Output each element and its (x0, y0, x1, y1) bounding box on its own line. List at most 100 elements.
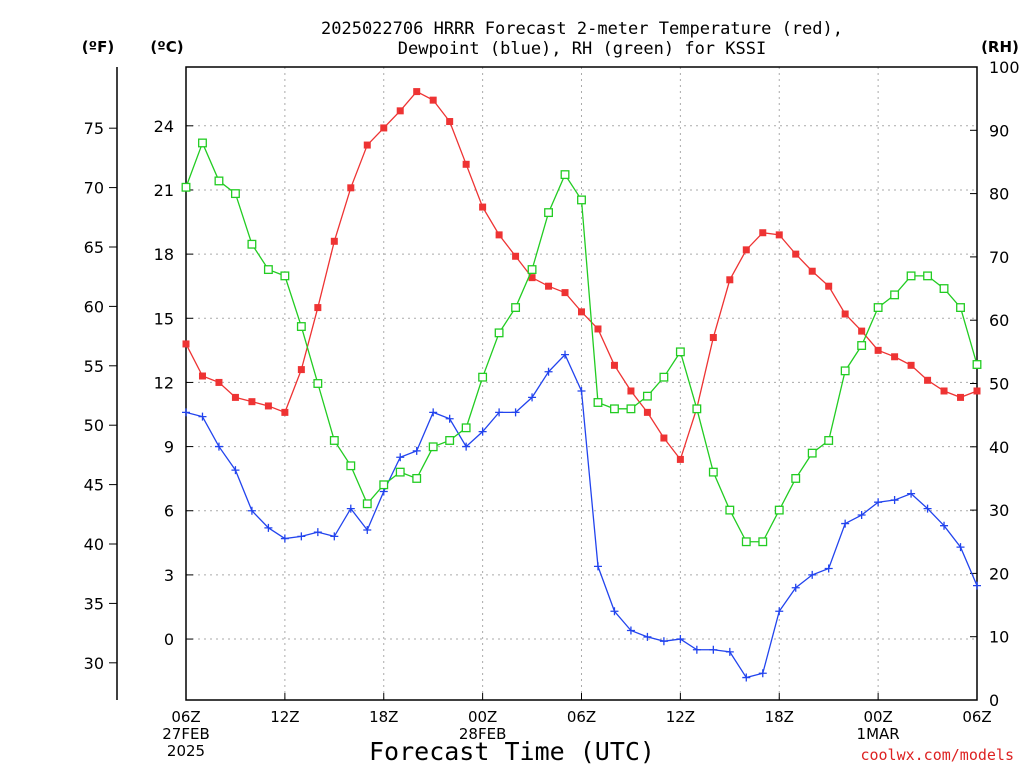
data-point-rh (610, 404, 619, 414)
data-point-dewpoint (725, 647, 734, 656)
rh-tick-label: 50 (989, 375, 1009, 394)
data-point-dewpoint (808, 570, 817, 579)
data-point-dewpoint (890, 496, 899, 505)
data-point-rh (939, 284, 949, 293)
data-point-temperature (561, 289, 569, 297)
data-point-temperature (841, 310, 849, 318)
data-point-temperature (940, 387, 948, 395)
data-point-dewpoint (626, 626, 635, 635)
x-axis-label: Forecast Time (UTC) (369, 737, 655, 766)
data-point-rh (263, 265, 273, 275)
data-point-temperature (627, 387, 635, 395)
data-point-temperature (792, 250, 800, 258)
rh-tick-label: 80 (989, 185, 1009, 204)
data-point-temperature (347, 184, 355, 192)
data-point-dewpoint (198, 412, 207, 421)
celsius-tick-label: 21 (154, 181, 174, 200)
data-point-rh (758, 537, 768, 547)
data-point-dewpoint (577, 386, 586, 395)
data-point-rh (412, 473, 422, 483)
data-point-temperature (380, 124, 388, 132)
data-point-temperature (495, 231, 503, 239)
data-point-temperature (907, 361, 915, 369)
data-point-dewpoint (857, 511, 866, 520)
data-point-rh (906, 271, 916, 281)
data-point-temperature (264, 402, 272, 410)
fahrenheit-tick-label: 65 (84, 238, 104, 257)
data-point-dewpoint (692, 645, 701, 654)
data-point-rh (675, 347, 685, 357)
rh-tick-label: 70 (989, 248, 1009, 267)
fahrenheit-tick-label: 30 (84, 654, 104, 673)
data-point-rh (445, 436, 455, 445)
data-point-temperature (610, 361, 618, 369)
credit-text: coolwx.com/models (860, 746, 1014, 764)
celsius-tick-label: 3 (164, 566, 174, 585)
data-point-dewpoint (791, 583, 800, 592)
fahrenheit-tick-label: 75 (84, 119, 104, 138)
data-point-rh (296, 322, 306, 331)
celsius-tick-label: 12 (154, 373, 174, 392)
rh-tick-label: 10 (989, 628, 1009, 647)
data-point-temperature (874, 346, 882, 354)
data-point-dewpoint (940, 521, 949, 530)
data-point-temperature (891, 353, 899, 361)
data-point-rh (198, 138, 207, 148)
axes: 0 3 6 9 12 15 18 21 24 30 35 40 45 50 55 60 65 70 75 0 10 20 3… (84, 58, 1020, 760)
data-point-temperature (726, 276, 734, 284)
x-tick-label: 06Z (171, 708, 200, 726)
rh-tick-label: 40 (989, 438, 1009, 457)
data-point-rh (956, 303, 965, 312)
data-point-temperature (742, 246, 750, 254)
data-point-dewpoint (412, 446, 421, 455)
data-point-dewpoint (907, 489, 916, 498)
data-point-rh (395, 467, 405, 477)
data-point-rh (214, 176, 224, 186)
data-point-temperature (462, 160, 470, 168)
x-tick-label: 1MAR (857, 725, 900, 743)
unit-label-fahrenheit: (ºF) (82, 38, 114, 56)
data-point-dewpoint (330, 532, 339, 541)
fahrenheit-tick-label: 35 (84, 594, 104, 613)
data-point-temperature (446, 118, 454, 126)
data-point-dewpoint (973, 581, 981, 590)
data-point-temperature (973, 387, 981, 395)
x-tick-label: 2025 (167, 742, 205, 760)
data-point-rh (840, 366, 850, 376)
data-point-rh (692, 404, 702, 414)
fahrenheit-tick-label: 55 (84, 357, 104, 376)
x-tick-label: 06Z (962, 708, 991, 726)
data-point-temperature (709, 334, 717, 342)
rh-tick-label: 100 (989, 58, 1020, 77)
data-point-temperature (643, 408, 651, 416)
series-rh (181, 138, 982, 547)
rh-tick-label: 0 (989, 691, 999, 710)
data-point-rh (642, 391, 652, 401)
unit-label-celsius: (ºC) (150, 38, 183, 56)
data-point-temperature (330, 237, 338, 245)
data-point-rh (708, 467, 718, 477)
celsius-tick-label: 24 (154, 117, 174, 136)
data-point-rh (428, 442, 438, 452)
data-point-dewpoint (462, 442, 471, 451)
data-point-dewpoint (511, 408, 520, 417)
chart-title-line2: Dewpoint (blue), RH (green) for KSSI (398, 39, 766, 59)
data-point-temperature (281, 408, 289, 416)
data-point-rh (923, 271, 933, 281)
data-point-temperature (215, 378, 223, 386)
data-point-temperature (660, 434, 668, 442)
series-dewpoint (182, 350, 981, 682)
data-point-rh (824, 436, 834, 445)
rh-tick-label: 60 (989, 311, 1009, 330)
data-point-dewpoint (280, 534, 289, 543)
celsius-tick-label: 0 (164, 630, 174, 649)
series-temperature (182, 88, 981, 463)
data-point-rh (527, 265, 537, 275)
data-point-temperature (429, 96, 437, 104)
data-point-rh (774, 505, 784, 515)
data-point-temperature (808, 267, 816, 275)
x-tick-label: 12Z (666, 708, 695, 726)
data-point-rh (593, 398, 603, 407)
data-point-dewpoint (659, 637, 668, 646)
